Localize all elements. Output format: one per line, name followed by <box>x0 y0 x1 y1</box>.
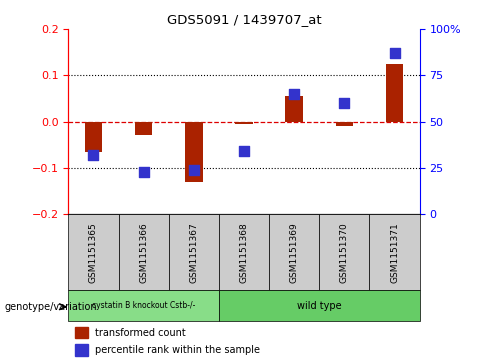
Bar <box>185 122 203 182</box>
Bar <box>68 290 219 321</box>
Bar <box>235 122 253 124</box>
Point <box>190 167 198 173</box>
Text: percentile rank within the sample: percentile rank within the sample <box>95 345 260 355</box>
Bar <box>169 214 219 290</box>
Point <box>240 148 248 154</box>
Text: GSM1151371: GSM1151371 <box>390 222 399 283</box>
Bar <box>285 96 303 122</box>
Point <box>391 50 399 56</box>
Bar <box>135 122 152 135</box>
Bar <box>68 214 119 290</box>
Bar <box>219 214 269 290</box>
Title: GDS5091 / 1439707_at: GDS5091 / 1439707_at <box>167 13 321 26</box>
Text: transformed count: transformed count <box>95 327 185 338</box>
Text: GSM1151368: GSM1151368 <box>240 222 248 283</box>
Bar <box>84 122 102 152</box>
Text: wild type: wild type <box>297 301 342 311</box>
Bar <box>319 214 369 290</box>
Bar <box>75 327 88 338</box>
Point <box>290 91 298 97</box>
Point <box>89 152 97 158</box>
Bar <box>369 214 420 290</box>
Bar <box>119 214 169 290</box>
Bar <box>269 214 319 290</box>
Point <box>341 100 348 106</box>
Point <box>140 169 147 175</box>
Text: GSM1151367: GSM1151367 <box>189 222 198 283</box>
Text: GSM1151365: GSM1151365 <box>89 222 98 283</box>
Bar <box>219 290 420 321</box>
Text: GSM1151366: GSM1151366 <box>139 222 148 283</box>
Text: genotype/variation: genotype/variation <box>5 302 98 312</box>
Text: GSM1151370: GSM1151370 <box>340 222 349 283</box>
Bar <box>336 122 353 126</box>
Text: GSM1151369: GSM1151369 <box>290 222 299 283</box>
Bar <box>386 64 404 122</box>
Text: cystatin B knockout Cstb-/-: cystatin B knockout Cstb-/- <box>92 301 195 310</box>
Bar <box>75 344 88 356</box>
